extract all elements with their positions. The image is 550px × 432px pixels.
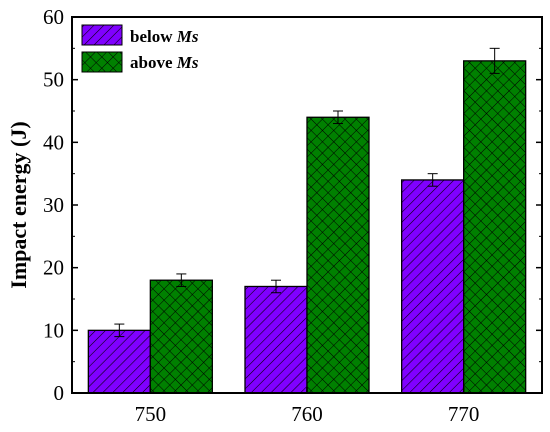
bar-below-ms-770	[401, 179, 465, 394]
bars-layer	[87, 60, 527, 394]
y-tick-label-10: 10	[43, 318, 64, 342]
error-bars-layer	[114, 47, 500, 338]
bar-below-ms-750	[87, 329, 151, 394]
y-axis-title: Impact energy (J)	[6, 121, 31, 288]
bar-above-ms-770	[463, 60, 527, 394]
y-tick-label-0: 0	[54, 381, 65, 405]
x-tick-label-750: 750	[135, 402, 167, 426]
error-bar-above-ms-750	[176, 273, 187, 287]
y-tick-label-30: 30	[43, 193, 64, 217]
x-axis: 750 760 770	[135, 387, 480, 426]
y-tick-label-40: 40	[43, 130, 64, 154]
y-tick-label-60: 60	[43, 5, 64, 29]
error-bar-above-ms-760	[333, 110, 343, 125]
error-bar-below-ms-760	[271, 279, 281, 294]
bar-above-ms-760	[306, 116, 370, 394]
y-tick-label-50: 50	[43, 68, 64, 92]
bar-above-ms-750	[149, 279, 213, 394]
legend-swatch-below-ms	[81, 24, 123, 46]
error-bar-below-ms-770	[427, 173, 438, 187]
y-axis: 0 10 20 30 40 50 60	[43, 5, 542, 405]
legend-label-above-ms: above Ms	[130, 53, 199, 72]
legend-item-below-ms: below Ms	[81, 24, 199, 46]
bar-below-ms-760	[244, 285, 308, 394]
legend-swatch-above-ms	[81, 51, 123, 73]
legend-item-above-ms: above Ms	[81, 51, 199, 73]
x-tick-label-770: 770	[448, 402, 480, 426]
legend: below Ms above Ms	[81, 24, 199, 73]
legend-label-below-ms: below Ms	[130, 27, 199, 46]
error-bar-below-ms-750	[114, 323, 125, 338]
error-bar-above-ms-770	[489, 47, 500, 74]
y-tick-label-20: 20	[43, 256, 64, 280]
x-tick-label-760: 760	[291, 402, 323, 426]
